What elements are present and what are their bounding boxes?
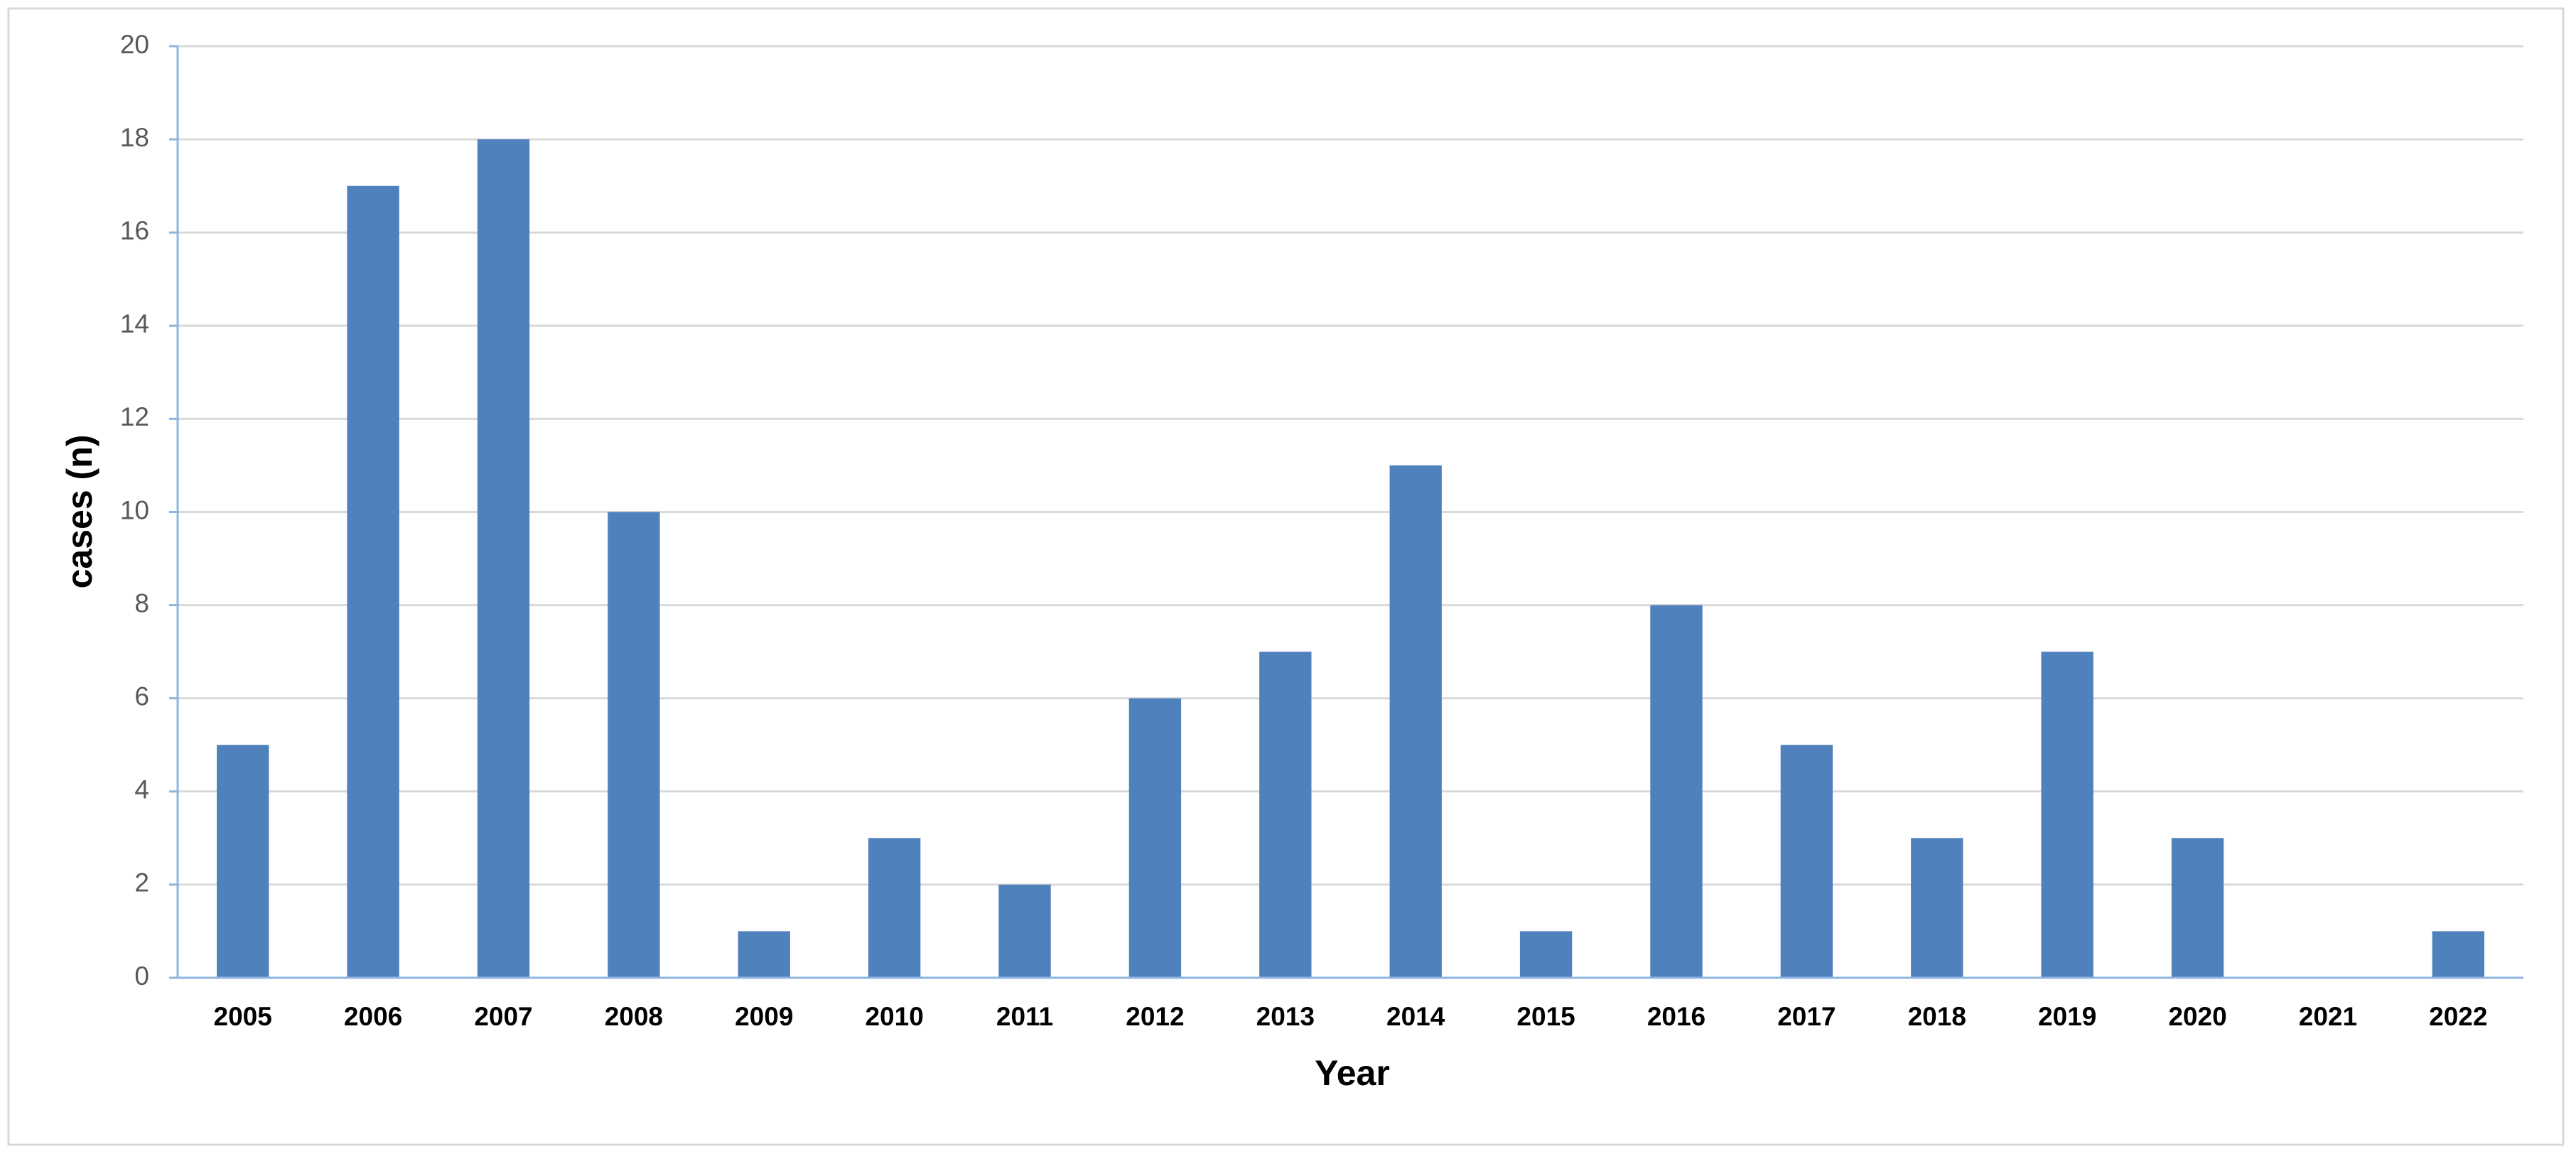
bar: [1259, 652, 1312, 978]
x-axis-title: Year: [1315, 1053, 1390, 1093]
y-tick-label: 12: [120, 402, 149, 431]
x-tick-label: 2019: [2038, 1002, 2096, 1031]
y-tick-label: 6: [134, 681, 149, 711]
y-tick-label: 16: [120, 216, 149, 245]
bar: [868, 838, 921, 978]
x-tick-label: 2018: [1908, 1002, 1966, 1031]
bar: [998, 884, 1051, 978]
bar: [477, 139, 530, 978]
x-tick-label: 2008: [605, 1002, 663, 1031]
bar: [217, 745, 269, 978]
x-tick-label: 2011: [996, 1002, 1053, 1031]
y-tick-label: 14: [120, 309, 149, 338]
x-tick-label: 2014: [1386, 1002, 1445, 1031]
x-tick-label: 2013: [1256, 1002, 1315, 1031]
bar: [2171, 838, 2224, 978]
x-tick-label: 2020: [2168, 1002, 2226, 1031]
bar: [1128, 698, 1182, 978]
bar: [608, 512, 660, 978]
x-tick-label: 2022: [2429, 1002, 2487, 1031]
x-tick-label: 2015: [1516, 1002, 1575, 1031]
bar: [2041, 652, 2093, 978]
x-tick-label: 2005: [214, 1002, 272, 1031]
y-tick-label: 10: [120, 495, 149, 524]
bar: [2432, 931, 2484, 978]
y-tick-label: 8: [134, 588, 149, 618]
x-tick-label: 2009: [735, 1002, 793, 1031]
x-tick-label: 2012: [1126, 1002, 1184, 1031]
bar: [347, 185, 399, 978]
y-axis-title: cases (n): [60, 435, 99, 589]
x-tick-label: 2007: [474, 1002, 532, 1031]
y-tick-label: 4: [134, 775, 149, 804]
bar: [1389, 465, 1442, 978]
y-tick-label: 0: [134, 961, 149, 991]
bar: [1911, 838, 1963, 978]
x-tick-label: 2006: [344, 1002, 402, 1031]
bar: [738, 931, 790, 978]
x-tick-label: 2010: [865, 1002, 923, 1031]
x-tick-label: 2016: [1647, 1002, 1705, 1031]
bar: [1519, 931, 1573, 978]
y-tick-label: 18: [120, 123, 149, 152]
x-tick-label: 2017: [1777, 1002, 1836, 1031]
y-tick-label: 20: [120, 30, 149, 59]
bar: [1650, 605, 1703, 978]
bar: [1780, 745, 1833, 978]
x-tick-label: 2021: [2299, 1002, 2357, 1031]
y-tick-label: 2: [134, 868, 149, 897]
